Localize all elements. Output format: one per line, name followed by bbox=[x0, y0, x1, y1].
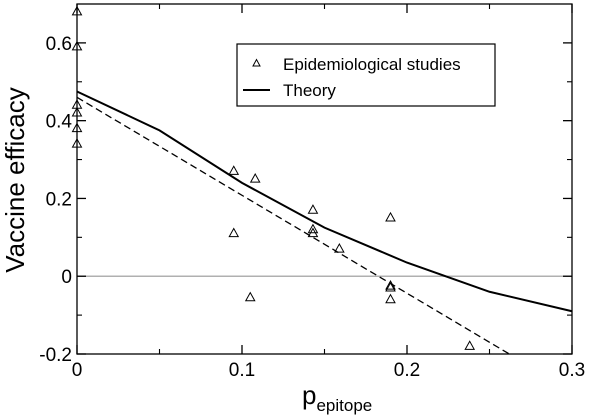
legend-label-theory: Theory bbox=[283, 81, 336, 100]
y-tick-label: -0.2 bbox=[39, 345, 72, 366]
x-axis-label-main: p bbox=[302, 380, 316, 410]
data-point bbox=[385, 293, 396, 304]
dashed-line bbox=[76, 96, 510, 355]
legend-box bbox=[236, 43, 496, 107]
x-tick-label: 0.3 bbox=[559, 360, 585, 381]
data-point bbox=[228, 227, 240, 238]
theory-line bbox=[76, 90, 573, 313]
x-tick-label: 0.1 bbox=[229, 360, 255, 381]
data-point bbox=[385, 279, 396, 290]
axis-ticks: 0 0.1 0.2 0.3-0.200.20.40.6 bbox=[39, 4, 585, 381]
legend-triangle-marker bbox=[252, 58, 261, 67]
data-point bbox=[385, 281, 396, 292]
legend-label-studies: Epidemiological studies bbox=[283, 55, 461, 74]
data-point bbox=[249, 173, 261, 183]
legend: Epidemiological studies Theory bbox=[236, 43, 496, 107]
data-point bbox=[334, 243, 345, 253]
y-axis-label: Vaccine efficacy bbox=[0, 87, 30, 272]
x-axis-label: pepitope bbox=[302, 380, 372, 415]
data-point bbox=[385, 211, 396, 222]
x-tick-label: 0 bbox=[72, 360, 83, 381]
data-point bbox=[307, 204, 319, 214]
data-point bbox=[464, 340, 476, 350]
data-point bbox=[244, 291, 256, 302]
y-tick-label: 0.2 bbox=[46, 189, 72, 210]
plot-area bbox=[71, 5, 573, 355]
y-tick-label: 0 bbox=[61, 267, 72, 288]
y-tick-label: 0.4 bbox=[46, 112, 73, 133]
x-tick-label: 0.2 bbox=[394, 360, 420, 381]
x-axis-label-subscript: epitope bbox=[316, 396, 372, 415]
data-point bbox=[307, 223, 319, 234]
y-tick-label: 0.6 bbox=[46, 34, 72, 55]
data-point bbox=[307, 227, 319, 238]
data-point bbox=[228, 165, 240, 175]
